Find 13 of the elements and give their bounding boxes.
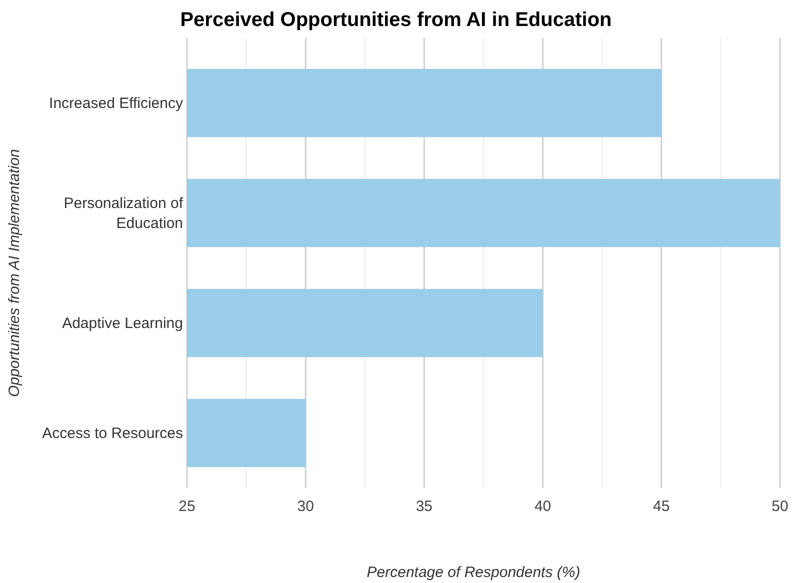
x-tick-label: 25 bbox=[178, 498, 196, 515]
x-tick-label: 50 bbox=[772, 498, 788, 515]
x-axis-title: Percentage of Respondents (%) bbox=[366, 564, 580, 581]
x-tick-label: 35 bbox=[416, 498, 433, 515]
y-tick-label: Personalization of Education bbox=[64, 195, 184, 232]
chart-title: Perceived Opportunities from AI in Education bbox=[180, 9, 612, 31]
x-tick-label: 30 bbox=[297, 498, 314, 515]
x-tick-label: 45 bbox=[653, 498, 670, 515]
y-axis-title: Opportunities from AI Implementation bbox=[6, 149, 23, 397]
x-tick-label: 40 bbox=[534, 498, 552, 515]
y-tick-label: Access to Resources bbox=[42, 425, 183, 442]
y-tick-label: Adaptive Learning bbox=[62, 315, 183, 332]
y-tick-label: Increased Efficiency bbox=[49, 95, 184, 112]
